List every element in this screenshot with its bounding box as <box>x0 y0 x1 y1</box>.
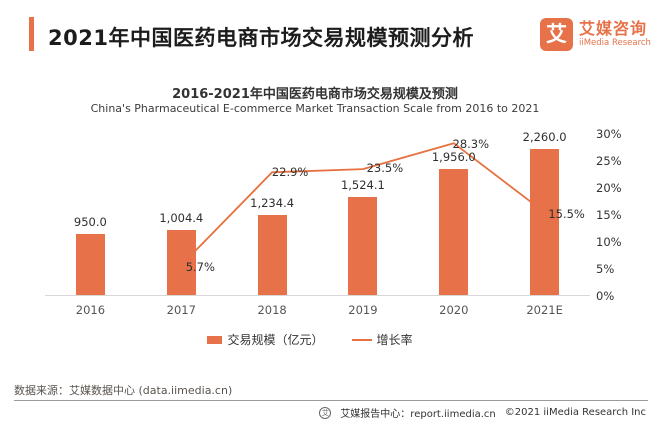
bar-value-label: 1,004.4 <box>159 211 204 225</box>
y-axis-right-tick: 30% <box>596 127 622 141</box>
transaction-bar <box>439 169 469 295</box>
growth-line-svg <box>180 142 546 266</box>
title-accent-bar <box>29 17 34 51</box>
data-source-note: 数据来源：艾媒数据中心 (data.iimedia.cn) <box>14 384 233 397</box>
transaction-bar <box>75 234 105 295</box>
x-axis-label: 2019 <box>348 303 378 317</box>
x-axis-label: 2021E <box>526 303 563 317</box>
transaction-bar <box>348 197 378 295</box>
legend-line-label: 增长率 <box>376 333 413 347</box>
chart-legend: 交易规模（亿元） 增长率 <box>0 331 620 348</box>
chart-title: 2016-2021年中国医药电商市场交易规模及预测 <box>172 87 458 102</box>
imedia-logo-wordmark: 艾媒咨询 iiMedia Research <box>579 19 651 49</box>
legend-item-bars: 交易规模（亿元） <box>207 331 324 348</box>
x-axis-label: 2020 <box>439 303 469 317</box>
legend-item-line: 增长率 <box>351 331 413 348</box>
growth-rate-label: 22.9% <box>271 165 309 180</box>
report-center-link: 艾媒报告中心：report.iimedia.cn <box>340 409 496 420</box>
bar-value-label: 950.0 <box>73 215 107 229</box>
imedia-badge-icon: 艾 <box>319 406 332 419</box>
page-title: 2021年中国医药电商市场交易规模预测分析 <box>48 26 474 50</box>
footer-bar: 艾 艾媒报告中心：report.iimedia.cn ©2021 iiMedia… <box>319 405 646 420</box>
bar-value-label: 1,234.4 <box>250 196 295 210</box>
bar-series-swatch-icon <box>207 335 223 344</box>
growth-rate-label: 15.5% <box>548 207 585 222</box>
bar-value-label: 2,260.0 <box>522 130 567 144</box>
y-axis-right-tick: 0% <box>596 289 615 303</box>
y-axis-right-tick: 25% <box>596 154 622 168</box>
x-axis-label: 2016 <box>75 303 106 317</box>
transaction-bar <box>166 230 196 295</box>
plot-area: 950.0 2016 1,004.4 2017 1,234.4 2018 1,524.1 20… <box>45 127 622 317</box>
growth-rate-label: 5.7% <box>185 260 215 275</box>
transaction-bar <box>257 215 287 295</box>
y-axis-right-tick: 15% <box>596 208 622 222</box>
copyright-text: ©2021 iiMedia Research Inc <box>504 407 646 418</box>
x-axis-label: 2018 <box>257 303 287 317</box>
imedia-logo-icon: 艾 <box>540 18 573 51</box>
footer-divider <box>14 400 648 401</box>
brand-name-en: iiMedia Research <box>579 38 651 48</box>
y-axis-right-tick: 20% <box>596 181 622 195</box>
y-axis-right-tick: 5% <box>596 262 615 276</box>
bar-value-label: 1,956.0 <box>431 150 476 164</box>
bar-value-label: 1,524.1 <box>340 178 385 192</box>
line-series-swatch-icon <box>351 338 372 341</box>
growth-rate-label: 23.5% <box>366 161 404 176</box>
growth-line <box>180 142 546 266</box>
transaction-bar <box>530 149 560 295</box>
x-axis-label: 2017 <box>166 303 196 317</box>
legend-bar-label: 交易规模（亿元） <box>227 333 324 347</box>
growth-rate-label: 28.3% <box>452 137 490 152</box>
chart-subtitle: China's Pharmaceutical E-commerce Market… <box>90 102 540 115</box>
brand-name-cn: 艾媒咨询 <box>579 19 648 38</box>
y-axis-right-tick: 10% <box>596 235 622 249</box>
